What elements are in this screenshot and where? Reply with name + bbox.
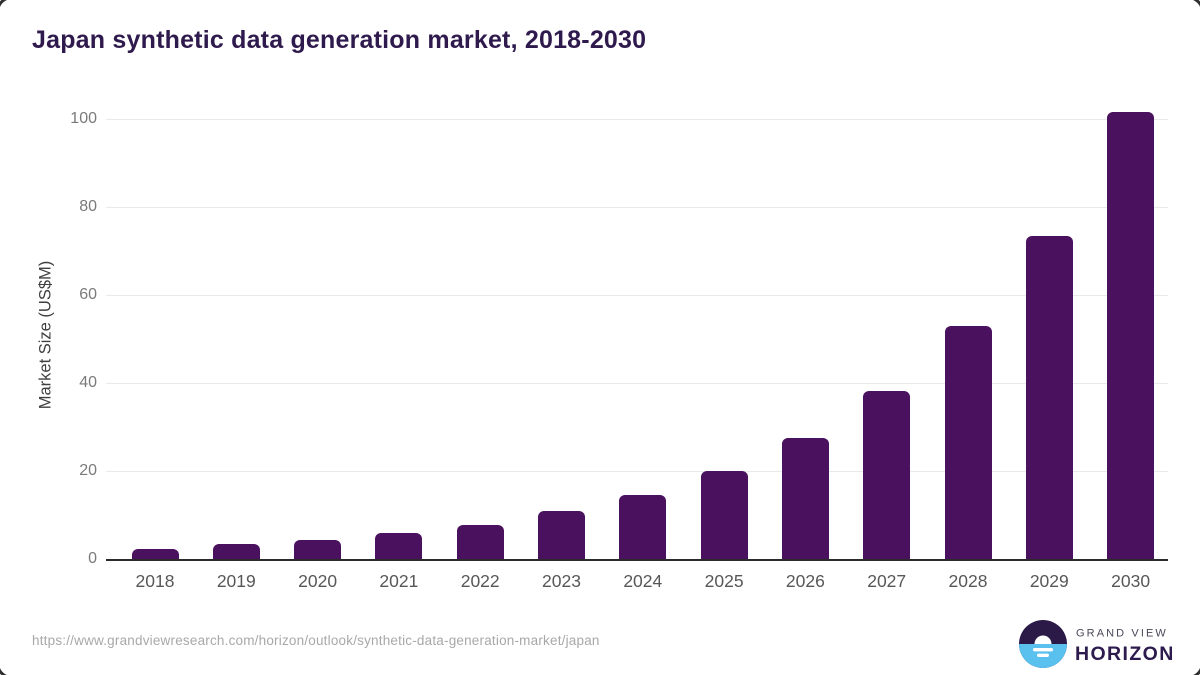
bar-2027 [863,390,911,559]
logo-text-horizon: HORIZON [1075,643,1175,665]
bar-2023 [538,511,585,559]
gridline [106,118,1168,120]
x-tick-label: 2023 [542,571,581,591]
grandview-horizon-logo: GRAND VIEW HORIZON [1019,620,1175,668]
x-tick-label: 2025 [704,571,744,591]
y-tick-label: 60 [79,286,97,303]
x-tick-label: 2029 [1029,571,1069,591]
x-tick-label: 2021 [379,571,419,591]
y-tick-label: 100 [70,110,97,127]
gridline [106,382,1168,384]
bar-2021 [375,533,423,559]
gridline [106,294,1168,296]
bar-2026 [781,437,829,559]
y-tick-label: 40 [79,374,97,391]
bar-2030 [1107,111,1155,559]
gridline [106,206,1168,208]
x-tick-label: 2030 [1111,571,1151,591]
bar-2020 [294,540,342,559]
chart-title: Japan synthetic data generation market, … [32,26,647,54]
bar-2019 [212,544,260,559]
gridline [106,470,1168,472]
bar-2029 [1025,235,1073,559]
bar-2024 [619,494,667,559]
logo-text-grand-view: GRAND VIEW [1076,628,1168,640]
y-tick-label: 80 [79,198,97,215]
x-tick-label: 2019 [216,571,256,591]
y-tick-label: 0 [88,550,97,567]
x-tick-label: 2026 [785,571,825,591]
logo-mark-icon [1019,620,1067,668]
sun-horizon-icon [1034,635,1052,644]
source-url: https://www.grandviewresearch.com/horizo… [32,633,600,648]
bar-2028 [944,325,992,559]
x-tick-label: 2020 [298,571,338,591]
x-tick-label: 2027 [867,571,907,591]
bar-2022 [456,524,504,559]
x-tick-label: 2028 [948,571,988,591]
x-tick-label: 2024 [623,571,663,591]
x-tick-label: 2018 [135,571,175,591]
x-tick-label: 2022 [460,571,500,591]
x-axis-line [106,559,1168,561]
y-tick-label: 20 [79,462,97,479]
bar-2018 [131,548,179,559]
bar-2025 [700,470,748,559]
